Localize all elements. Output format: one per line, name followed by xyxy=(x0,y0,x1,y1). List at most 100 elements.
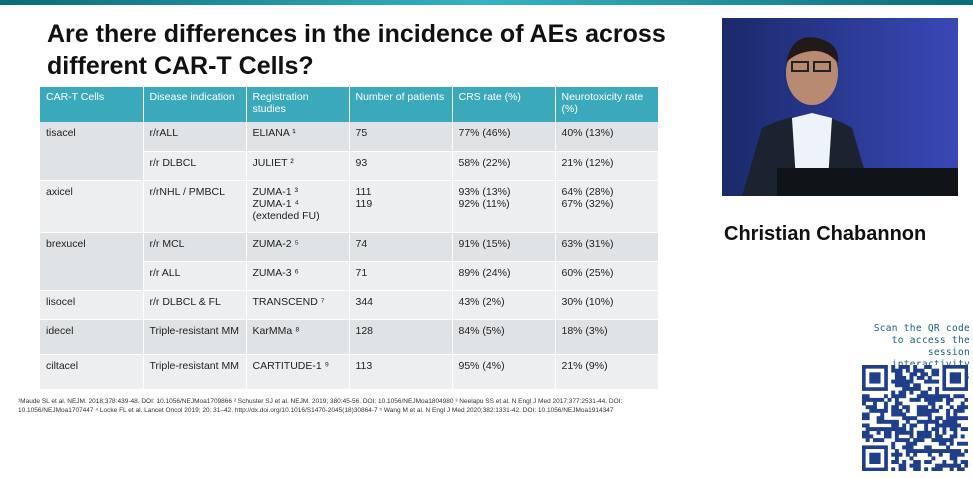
qr-module xyxy=(916,467,921,471)
qr-module xyxy=(931,438,936,443)
qr-module xyxy=(957,423,961,428)
qr-module xyxy=(902,375,907,380)
qr-module xyxy=(927,412,932,417)
qr-module xyxy=(964,397,968,402)
header-cell: Registration studies xyxy=(246,87,350,122)
qr-module xyxy=(862,434,866,439)
qr-module xyxy=(927,445,932,450)
qr-module xyxy=(927,401,932,406)
qr-module xyxy=(953,408,958,413)
qr-module xyxy=(913,397,918,402)
qr-module xyxy=(894,434,899,439)
qr-module xyxy=(909,386,914,391)
qr-module xyxy=(927,386,932,391)
qr-module xyxy=(924,397,929,402)
qr-module xyxy=(872,427,877,432)
qr-module xyxy=(880,438,885,443)
qr-module xyxy=(872,405,877,410)
top-bar xyxy=(0,0,973,5)
table-cell: 30% (10%) xyxy=(555,290,659,320)
qr-module xyxy=(942,427,947,432)
qr-module xyxy=(946,449,951,454)
drug-cell: idecel xyxy=(40,319,144,355)
qr-module xyxy=(931,401,936,406)
qr-module xyxy=(957,449,961,454)
qr-module xyxy=(953,460,958,464)
qr-module xyxy=(964,441,968,446)
qr-module xyxy=(862,401,866,406)
drug-cell: ciltacel xyxy=(40,354,144,390)
qr-module xyxy=(938,423,943,428)
qr-module xyxy=(960,441,965,446)
qr-module xyxy=(898,390,903,395)
header-cell: CRS rate (%) xyxy=(452,87,556,122)
qr-module xyxy=(916,386,921,391)
qr-module xyxy=(920,368,925,373)
table-cell: 91% (15%) xyxy=(452,232,556,262)
qr-module xyxy=(905,386,910,391)
qr-module xyxy=(891,445,896,450)
qr-module xyxy=(924,445,929,450)
table-cell: 43% (2%) xyxy=(452,290,556,320)
qr-module xyxy=(894,375,899,380)
qr-module xyxy=(924,405,929,410)
qr-module xyxy=(938,467,943,471)
qr-module xyxy=(953,394,958,399)
qr-module xyxy=(935,463,940,468)
qr-module xyxy=(865,427,870,432)
qr-module xyxy=(935,467,940,471)
qr-module xyxy=(898,463,903,468)
qr-code[interactable] xyxy=(862,365,968,471)
data-table: CAR-T Cells Disease indication Registratio… xyxy=(40,87,659,390)
qr-module xyxy=(872,408,877,413)
qr-module xyxy=(898,430,903,435)
table-cell: 93 xyxy=(349,151,453,181)
qr-module xyxy=(946,401,951,406)
qr-module xyxy=(946,463,951,468)
qr-module xyxy=(883,401,888,406)
qr-module xyxy=(964,416,968,421)
table-cell: 113 xyxy=(349,354,453,390)
qr-module xyxy=(894,379,899,384)
qr-module xyxy=(876,397,881,402)
table-row: idecel Triple-resistant MM KarMMa ⁸ 128 84% … xyxy=(40,319,659,355)
qr-module xyxy=(902,463,907,468)
qr-module xyxy=(949,438,954,443)
qr-module xyxy=(916,412,921,417)
qr-module xyxy=(913,460,918,464)
qr-module xyxy=(931,427,936,432)
qr-module xyxy=(935,449,940,454)
qr-module xyxy=(935,416,940,421)
qr-module xyxy=(931,408,936,413)
qr-module xyxy=(957,441,961,446)
table-cell: r/r DLBCL & FL xyxy=(143,290,247,320)
qr-module xyxy=(931,449,936,454)
qr-module xyxy=(894,412,899,417)
qr-module xyxy=(916,419,921,424)
qr-module xyxy=(942,449,947,454)
qr-module xyxy=(902,423,907,428)
qr-module xyxy=(916,397,921,402)
qr-module xyxy=(953,463,958,468)
qr-module xyxy=(891,441,896,446)
footnotes: ¹Maude SL et al. NEJM. 2018;378:439-48. … xyxy=(18,397,708,415)
qr-module xyxy=(898,365,903,369)
qr-module xyxy=(949,463,954,468)
table-row: r/r DLBCL JULIET ² 93 58% (22%) 21% (12%) xyxy=(40,151,659,181)
qr-module xyxy=(869,452,881,464)
qr-module xyxy=(960,408,965,413)
qr-module xyxy=(902,445,907,450)
qr-module xyxy=(924,449,929,454)
qr-module xyxy=(894,408,899,413)
qr-module xyxy=(916,394,921,399)
table-row: tisacel r/rALL ELIANA ¹ 75 77% (46%) 40% (13%… xyxy=(40,122,659,181)
qr-module xyxy=(927,430,932,435)
qr-module xyxy=(905,438,910,443)
qr-module xyxy=(902,386,907,391)
qr-module xyxy=(942,438,947,443)
qr-module xyxy=(862,423,866,428)
table-cell: 75 xyxy=(349,122,453,152)
qr-module xyxy=(942,463,947,468)
qr-module xyxy=(916,449,921,454)
